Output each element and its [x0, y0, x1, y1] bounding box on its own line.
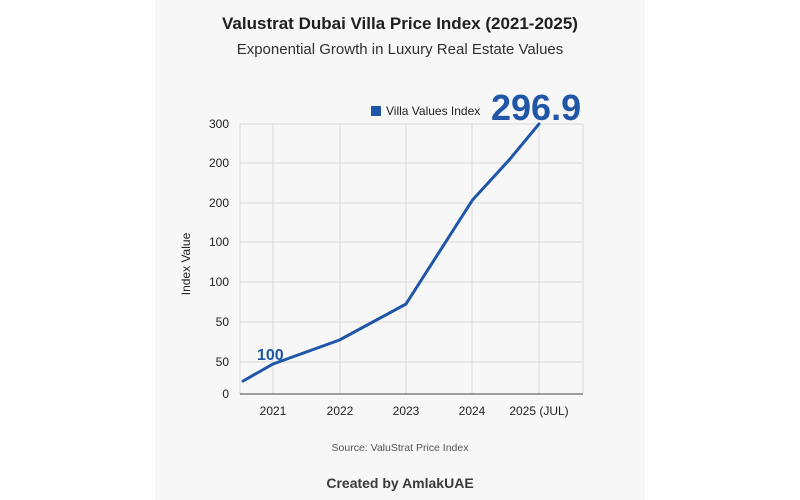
x-tick-label: 2024: [459, 404, 486, 418]
credit-note: Created by AmlakUAE: [326, 475, 474, 491]
chart-subtitle: Exponential Growth in Luxury Real Estate…: [236, 41, 564, 58]
y-tick-label: 200: [209, 156, 229, 170]
chart-title: Valustrat Dubai Villa Price Index (2021-…: [222, 14, 578, 33]
legend-swatch: [371, 106, 381, 116]
y-axis-title: Index Value: [179, 232, 193, 295]
y-tick-label: 50: [216, 355, 230, 369]
series-layer: [241, 122, 541, 383]
y-tick-label: 50: [216, 315, 230, 329]
y-tick-label: 0: [222, 387, 229, 401]
y-tick-label: 100: [209, 275, 229, 289]
x-tick-label: 2021: [260, 404, 287, 418]
x-tick-label: 2025 (JUL): [509, 404, 568, 418]
axes: 0 50 50 100 100 200 200 300 2021 2022 2023 2024 2025…: [179, 117, 583, 418]
grid-lines: [239, 123, 584, 394]
y-tick-label: 200: [209, 196, 229, 210]
end-value-label: 296.9: [491, 87, 581, 128]
series-line-villa-values: [241, 122, 541, 383]
x-tick-label: 2023: [393, 404, 420, 418]
label-layer: Villa Values Index 100 296.9: [257, 87, 581, 364]
start-value-label: 100: [257, 347, 284, 364]
y-tick-label: 100: [209, 235, 229, 249]
x-tick-label: 2022: [327, 404, 354, 418]
source-note: Source: ValuStrat Price Index: [331, 442, 469, 454]
chart-card: [155, 0, 645, 500]
y-tick-label: 300: [209, 117, 229, 131]
legend-label: Villa Values Index: [386, 104, 480, 118]
